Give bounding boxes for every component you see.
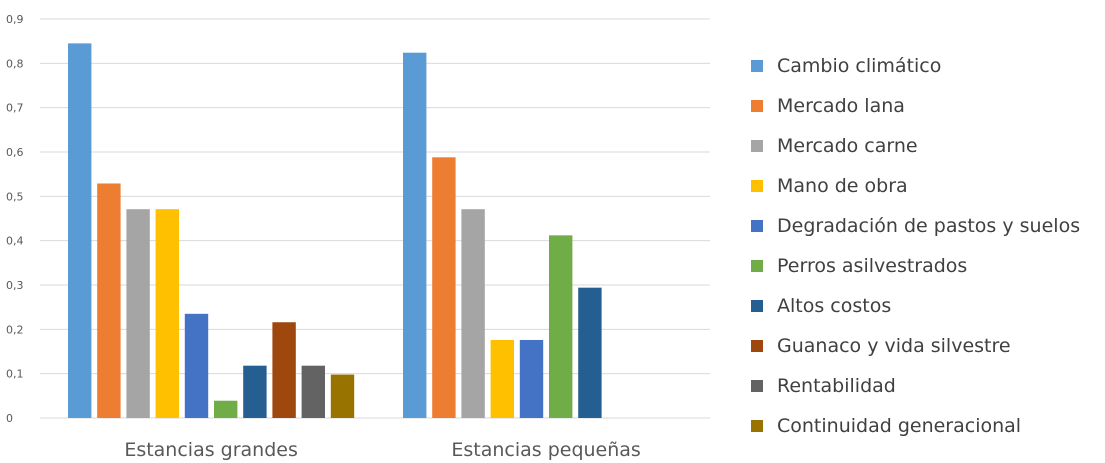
- bar: [214, 400, 238, 418]
- y-tick-label: 0,6: [6, 146, 24, 159]
- legend-item: Rentabilidad: [751, 366, 1080, 406]
- bar: [243, 365, 267, 418]
- bar: [432, 157, 456, 418]
- bar: [155, 209, 179, 418]
- legend-label: Continuidad generacional: [777, 415, 1022, 437]
- y-tick-label: 0,1: [6, 368, 24, 381]
- bar: [272, 322, 296, 418]
- y-tick-label: 0,4: [6, 235, 24, 248]
- x-category-label: Estancias pequeñas: [451, 439, 640, 461]
- legend-item: Continuidad generacional: [751, 406, 1080, 446]
- legend-item: Degradación de pastos y suelos: [751, 206, 1080, 246]
- x-axis-categories: Estancias grandes Estancias pequeñas: [124, 439, 641, 461]
- legend-swatch: [751, 380, 763, 392]
- legend-label: Mercado carne: [777, 135, 918, 157]
- legend-swatch: [751, 420, 763, 432]
- bar: [461, 209, 485, 418]
- legend-item: Altos costos: [751, 286, 1080, 326]
- y-tick-label: 0,3: [6, 279, 24, 292]
- gridlines: [40, 18, 710, 419]
- legend-item: Mercado lana: [751, 86, 1080, 126]
- y-tick-label: 0: [6, 412, 13, 425]
- legend-item: Guanaco y vida silvestre: [751, 326, 1080, 366]
- legend-swatch: [751, 340, 763, 352]
- bar: [519, 339, 544, 418]
- legend-label: Rentabilidad: [777, 375, 896, 397]
- y-axis-ticks: 0 0,1 0,2 0,3 0,4 0,5 0,6 0,7 0,8 0,9: [6, 13, 24, 425]
- legend-label: Degradación de pastos y suelos: [777, 215, 1081, 237]
- y-tick-label: 0,7: [6, 102, 24, 115]
- bars: [68, 43, 602, 419]
- legend-swatch: [751, 300, 763, 312]
- legend: Cambio climático Mercado lana Mercado carn…: [751, 46, 1080, 446]
- legend-item: Perros asilvestrados: [751, 246, 1080, 286]
- bar: [97, 183, 121, 418]
- legend-label: Mercado lana: [777, 95, 905, 117]
- bar: [68, 43, 92, 419]
- y-tick-label: 0,5: [6, 190, 24, 203]
- y-tick-label: 0,8: [6, 57, 24, 70]
- legend-label: Mano de obra: [777, 175, 908, 197]
- legend-label: Perros asilvestrados: [777, 255, 968, 277]
- legend-swatch: [751, 180, 763, 192]
- legend-item: Mano de obra: [751, 166, 1080, 206]
- legend-swatch: [751, 60, 763, 72]
- legend-item: Cambio climático: [751, 46, 1080, 86]
- y-tick-label: 0,2: [6, 323, 24, 336]
- legend-swatch: [751, 140, 763, 152]
- legend-label: Altos costos: [777, 295, 892, 317]
- legend-swatch: [751, 100, 763, 112]
- x-category-label: Estancias grandes: [124, 439, 298, 461]
- bar: [403, 52, 427, 419]
- bar: [184, 313, 209, 418]
- y-tick-label: 0,9: [6, 13, 24, 26]
- bar-chart: 0 0,1 0,2 0,3 0,4 0,5 0,6 0,7 0,8 0,9 Estancias g…: [6, 13, 710, 461]
- legend-swatch: [751, 260, 763, 272]
- legend-item: Mercado carne: [751, 126, 1080, 166]
- legend-swatch: [751, 220, 763, 232]
- bar: [126, 209, 150, 418]
- bar: [549, 235, 573, 418]
- legend-label: Cambio climático: [777, 55, 942, 77]
- legend-label: Guanaco y vida silvestre: [777, 335, 1011, 357]
- bar: [330, 374, 355, 418]
- bar: [490, 339, 514, 418]
- bar: [301, 365, 325, 418]
- bar: [578, 287, 602, 418]
